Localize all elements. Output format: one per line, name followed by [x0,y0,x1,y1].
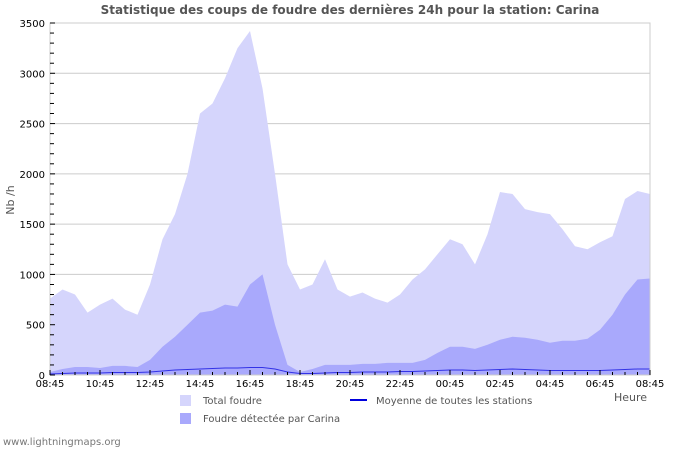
area-station-foudre [50,274,650,375]
y-tick-label: 1500 [20,220,45,231]
footer-source-link[interactable]: www.lightningmaps.org [3,437,121,448]
legend-label-average: Moyenne de toutes les stations [376,396,532,407]
x-tick-label: 14:45 [186,379,215,390]
y-tick-label: 1000 [20,270,45,281]
x-tick-label: 08:45 [36,379,65,390]
y-tick-label: 3000 [20,69,45,80]
y-tick-label: 3500 [20,19,45,30]
x-tick-label: 00:45 [436,379,465,390]
x-tick-label: 02:45 [486,379,515,390]
chart-title: Statistique des coups de foudre des dern… [100,3,600,17]
x-tick-label: 06:45 [586,379,615,390]
legend-label-total: Total foudre [202,396,262,407]
legend-swatch-station [180,413,191,424]
legend-label-station: Foudre détectée par Carina [203,413,340,425]
y-tick-label: 500 [26,321,45,332]
x-axis-label: Heure [614,391,647,404]
x-tick-label: 04:45 [536,379,565,390]
legend-swatch-total [180,395,191,406]
y-axis-label: Nb /h [4,185,17,214]
x-tick-label: 18:45 [286,379,315,390]
x-tick-label: 12:45 [136,379,165,390]
legend: Total foudre Foudre détectée par Carina … [180,395,532,425]
x-tick-label: 22:45 [386,379,415,390]
data-areas [49,31,650,375]
y-tick-label: 0 [39,371,45,382]
x-tick-label: 16:45 [236,379,265,390]
x-tick-label: 20:45 [336,379,365,390]
y-tick-label: 2000 [20,170,45,181]
x-tick-label: 10:45 [86,379,115,390]
x-tick-label: 08:45 [636,379,665,390]
x-axis: 08:45 10:45 12:45 14:45 16:45 18:45 20:45 22:45… [36,370,665,390]
area-total-foudre [50,31,650,375]
y-axis: 0 500 1000 1500 2000 2500 3000 3500 [20,19,55,382]
y-tick-label: 2500 [20,120,45,131]
